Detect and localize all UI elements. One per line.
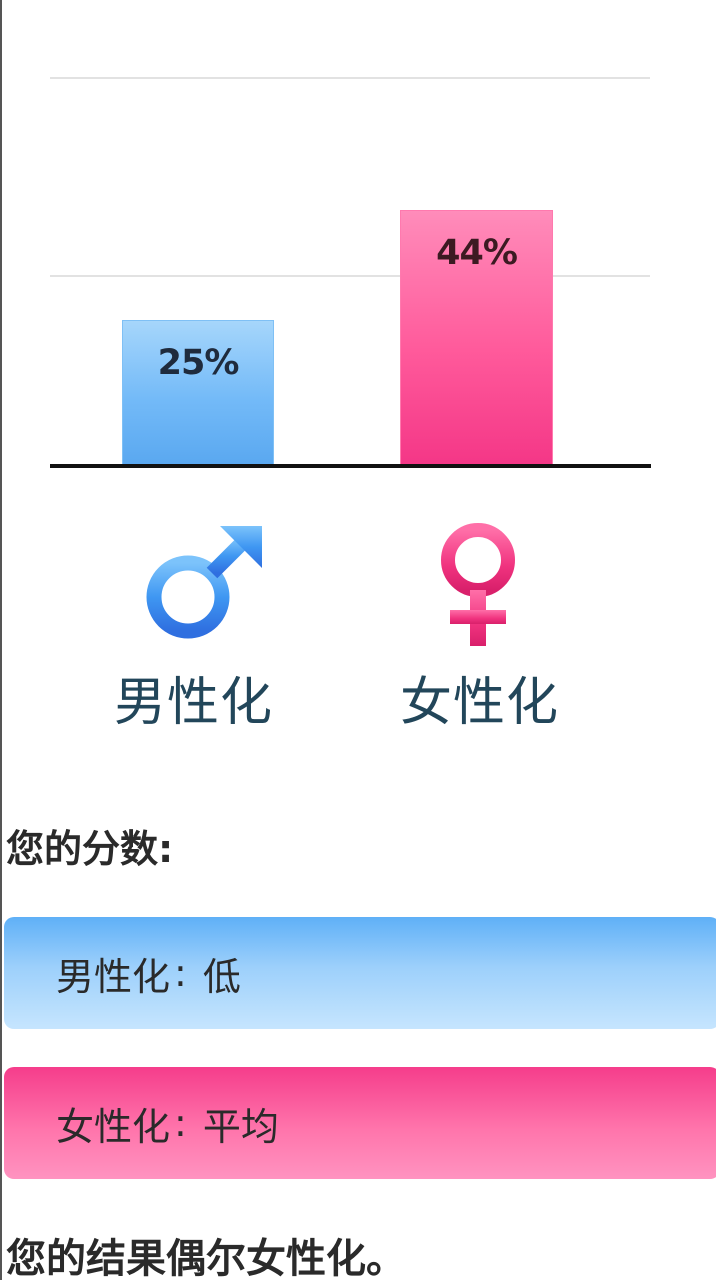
feminine-score-label: 女性化 [56,1096,170,1151]
x-axis-baseline [50,464,651,468]
bar-label-masculine: 25% [158,343,239,383]
male-symbol-icon [140,520,270,645]
masculine-score-level: 低 [203,946,241,1001]
category-label-masculine: 男性化 [114,660,273,735]
masculine-score-row: 男性化: 低 [4,917,716,1029]
category-label-feminine: 女性化 [400,660,559,735]
gridline [50,77,650,79]
feminine-score-row: 女性化: 平均 [4,1067,716,1179]
masculine-score-separator: : [174,951,187,995]
feminine-score-level: 平均 [203,1096,279,1151]
masculine-score-label: 男性化 [56,946,170,1001]
left-edge-divider [0,0,2,1280]
bar-masculine: 25% [122,320,274,465]
bar-feminine: 44% [400,210,553,465]
gridline [50,275,650,277]
score-heading: 您的分数: [6,818,173,873]
feminine-score-separator: : [174,1101,187,1145]
bar-label-feminine: 44% [436,233,517,273]
female-symbol-icon [432,520,524,648]
result-conclusion: 您的结果偶尔女性化。 [6,1226,406,1284]
